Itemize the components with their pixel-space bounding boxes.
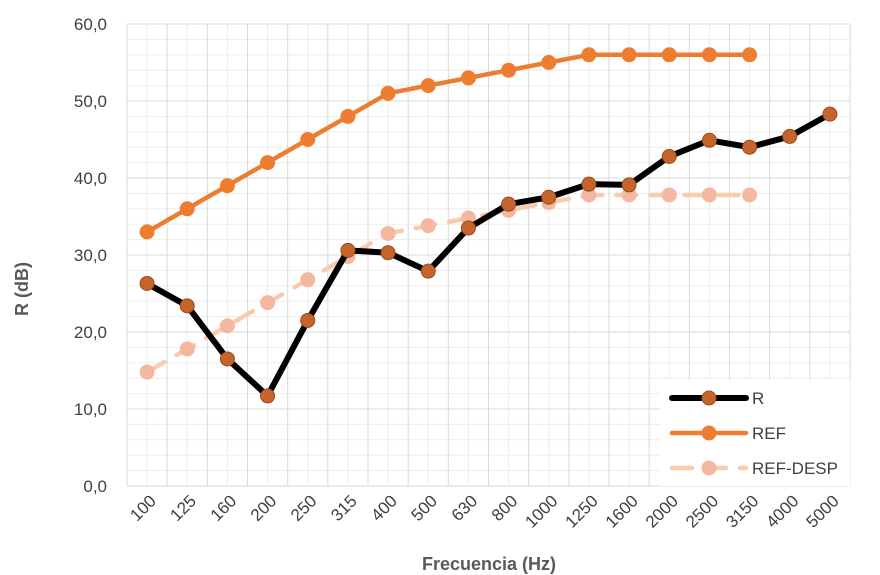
data-point-ref-desp: [661, 187, 677, 203]
data-point-ref: [541, 55, 557, 70]
data-point-ref: [260, 155, 276, 171]
legend-label-r: R: [752, 389, 764, 408]
data-point-r: [701, 132, 717, 148]
y-tick-label: 0,0: [83, 477, 107, 496]
data-point-ref: [179, 201, 195, 217]
y-tick-label: 40,0: [74, 169, 107, 188]
data-point-ref: [380, 85, 396, 101]
data-point-r: [501, 196, 517, 212]
data-point-ref-desp: [139, 364, 155, 380]
data-point-ref-desp: [380, 225, 396, 241]
x-tick-label: 315: [327, 491, 360, 524]
data-point-ref-desp: [300, 272, 316, 288]
data-point-ref: [501, 62, 517, 78]
data-point-r: [822, 106, 838, 122]
x-tick-label: 2000: [642, 491, 682, 531]
y-axis-title: R (dB): [12, 262, 32, 316]
data-point-r: [420, 263, 436, 279]
series-r: [139, 106, 838, 404]
series-line-ref: [144, 52, 752, 235]
x-tick-label: 100: [126, 491, 159, 524]
data-point-r: [380, 245, 396, 261]
data-point-r: [782, 128, 798, 144]
data-point-ref: [300, 132, 316, 147]
x-axis-tick-labels: 100 125 160 200 250 315 400 500 630 800 1000 1250 16…: [126, 491, 842, 531]
y-tick-label: 60,0: [74, 15, 107, 34]
data-point-ref: [621, 47, 637, 63]
x-tick-label: 125: [167, 491, 200, 524]
data-point-r: [541, 189, 557, 205]
data-point-ref: [742, 47, 758, 63]
data-point-ref-desp: [420, 218, 436, 234]
data-point-ref-desp: [219, 318, 235, 334]
y-tick-label: 50,0: [74, 92, 107, 111]
data-point-r: [621, 177, 637, 193]
data-point-r: [661, 148, 677, 164]
x-tick-label: 5000: [803, 491, 843, 531]
x-tick-label: 2500: [682, 491, 722, 531]
data-point-ref: [340, 108, 356, 124]
x-tick-label: 160: [207, 491, 240, 524]
data-point-r: [179, 298, 195, 314]
legend-marker-ref: [701, 425, 717, 441]
x-tick-label: 500: [408, 491, 441, 524]
data-point-ref: [701, 47, 717, 63]
data-point-r: [340, 242, 356, 258]
data-point-ref-desp: [260, 295, 276, 311]
x-tick-label: 1000: [521, 491, 561, 531]
data-point-ref: [420, 78, 436, 94]
data-point-r: [742, 139, 758, 155]
data-point-ref-desp: [742, 187, 758, 203]
series-ref: [139, 47, 758, 240]
y-tick-label: 10,0: [74, 400, 107, 419]
data-point-ref: [219, 178, 235, 194]
legend-label-ref-desp: REF-DESP: [752, 459, 838, 478]
data-point-r: [139, 275, 155, 291]
x-tick-label: 1250: [562, 491, 602, 531]
data-point-r: [260, 388, 276, 404]
x-axis-title: Frecuencia (Hz): [422, 554, 556, 574]
series-line-ref-desp: [144, 192, 752, 375]
x-tick-label: 1600: [602, 491, 642, 531]
x-tick-label: 3150: [722, 491, 762, 531]
data-point-ref-desp: [701, 187, 717, 203]
legend-label-ref: REF: [752, 424, 786, 443]
x-tick-label: 200: [247, 491, 280, 524]
x-tick-label: 250: [287, 491, 320, 524]
legend: R REF REF-DESP: [660, 380, 850, 486]
x-tick-label: 400: [367, 491, 400, 524]
x-tick-label: 800: [488, 491, 521, 524]
data-point-r: [219, 351, 235, 367]
x-tick-label: 4000: [762, 491, 802, 531]
legend-marker-r: [701, 390, 717, 406]
data-point-ref: [139, 224, 155, 240]
y-tick-label: 30,0: [74, 246, 107, 265]
data-point-ref: [581, 47, 597, 63]
data-point-ref-desp: [179, 341, 195, 357]
data-point-r: [460, 220, 476, 236]
series-layer: [139, 47, 838, 404]
y-tick-label: 20,0: [74, 323, 107, 342]
data-point-r: [300, 312, 316, 328]
data-point-r: [581, 176, 597, 192]
x-tick-label: 630: [448, 491, 481, 524]
legend-marker-ref-desp: [701, 460, 717, 476]
major-grid: [126, 23, 851, 487]
y-axis-tick-labels: 0,0 10,0 20,0 30,0 40,0 50,0 60,0: [74, 15, 107, 496]
data-point-ref: [460, 70, 476, 86]
data-point-ref: [661, 47, 677, 63]
